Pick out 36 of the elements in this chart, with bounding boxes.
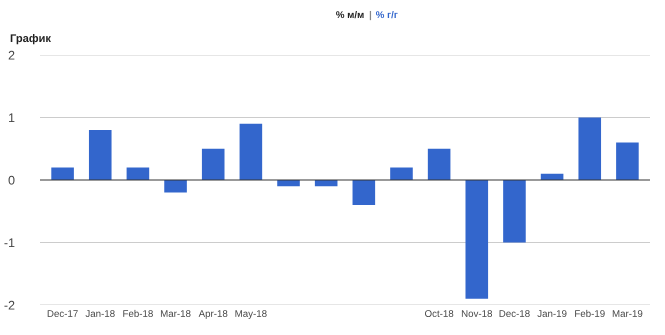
bar: [390, 168, 413, 180]
x-tick-label: Mar-18: [160, 310, 191, 317]
y-tick-label: 2: [8, 50, 14, 60]
bar: [428, 148, 450, 180]
y-tick-label: 1: [9, 113, 14, 122]
bar: [465, 180, 488, 299]
x-tick-label: Feb-19: [575, 310, 605, 317]
x-tick-label: May-18: [235, 310, 267, 319]
x-tick-label: Oct-18: [425, 310, 454, 317]
y-tick-label: -1: [4, 238, 14, 248]
bar: [503, 180, 526, 242]
bar: [126, 168, 150, 180]
text: |: [370, 10, 372, 20]
bar: [352, 180, 376, 205]
bar: [164, 180, 187, 192]
bar: [578, 118, 602, 180]
x-tick-label: Dec-17: [48, 310, 78, 317]
x-tick-label: Dec-18: [500, 310, 530, 317]
bar: [314, 180, 338, 186]
y-tick-label: 0: [8, 176, 15, 185]
x-tick-label: Nov-18: [462, 310, 492, 317]
bar: [51, 168, 74, 180]
x-tick-label: Jan-19: [537, 310, 567, 317]
bar: [277, 180, 300, 186]
x-tick-label: Feb-18: [123, 310, 153, 317]
x-tick-label: Mar-19: [612, 310, 642, 317]
x-tick-label: Jan-18: [86, 310, 115, 317]
chart-title: График: [10, 34, 51, 44]
bar: [202, 148, 225, 180]
x-tick-label: Apr-18: [198, 310, 228, 319]
bar: [88, 130, 112, 180]
bar: [240, 124, 262, 180]
text: % г/г: [376, 10, 398, 18]
bar: [616, 142, 639, 180]
text: % м/м: [336, 10, 364, 18]
y-tick-label: -2: [4, 300, 14, 310]
